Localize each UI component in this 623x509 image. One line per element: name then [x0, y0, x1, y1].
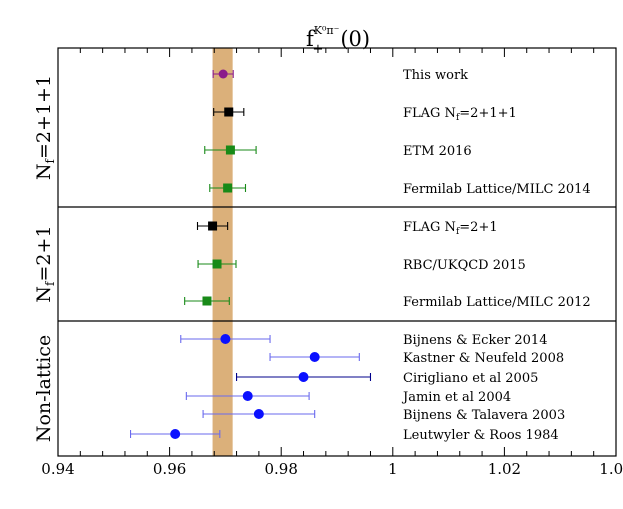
plot-frame	[57, 47, 617, 457]
entry-label-pre: FLAG N	[403, 106, 456, 121]
entry-label: Bijnens & Ecker 2014	[403, 333, 547, 348]
panel-label-2: Nf=2+1	[33, 225, 57, 302]
x-tick-label: 0.98	[264, 460, 297, 478]
chart-title: fK⁰π⁻ + (0)	[306, 24, 370, 57]
data-point-marker	[218, 69, 228, 79]
entry-label: This work	[403, 68, 468, 83]
entry-label: Kastner & Neufeld 2008	[403, 351, 564, 366]
data-point-marker	[212, 259, 222, 269]
entry-label: ETM 2016	[403, 144, 472, 159]
data-point-marker	[208, 221, 218, 231]
data-point-marker	[309, 352, 320, 362]
x-tick-label: 0.96	[153, 460, 186, 478]
data-point-marker	[220, 334, 231, 344]
x-tick-label: 1.04	[599, 460, 623, 478]
title-subscript: +	[312, 42, 323, 57]
entry-label: RBC/UKQCD 2015	[403, 258, 526, 273]
entry-label-subscript: f	[456, 227, 460, 237]
data-point-marker	[253, 409, 264, 419]
entry-label: Leutwyler & Roos 1984	[403, 428, 559, 443]
data-point-marker	[224, 107, 234, 117]
entry-label-subscript: f	[456, 113, 460, 123]
data-point-marker	[223, 183, 233, 193]
entry-label: FLAG Nf=2+1	[403, 220, 498, 237]
entry-label: Bijnens & Talavera 2003	[403, 408, 565, 423]
x-tick-label: 0.94	[41, 460, 74, 478]
panel-label-base: N	[33, 286, 55, 303]
data-point-marker	[225, 145, 235, 155]
entry-label-pre: FLAG N	[403, 220, 456, 235]
entry-label: Jamin et al 2004	[401, 390, 511, 405]
panel-label-rest: =2+1	[33, 225, 55, 281]
panel-label-base: N	[33, 163, 55, 180]
panel-label-3: Non-lattice	[33, 335, 55, 442]
entry-label: FLAG Nf=2+1+1	[403, 106, 517, 123]
panel-label-1: Nf=2+1+1	[33, 75, 57, 180]
x-tick-label: 1	[388, 460, 398, 478]
title-base: f	[306, 27, 316, 51]
entry-label: Cirigliano et al 2005	[403, 371, 538, 386]
panel-label-subscript: f	[43, 157, 57, 163]
data-point-marker	[202, 296, 212, 306]
data-point-marker	[298, 372, 309, 382]
title-superscript: K⁰π⁻	[314, 24, 340, 37]
x-tick-label: 1.02	[488, 460, 521, 478]
entry-label: Fermilab Lattice/MILC 2012	[403, 295, 591, 310]
entry-label: Fermilab Lattice/MILC 2014	[403, 182, 591, 197]
panel-label-subscript: f	[43, 280, 57, 286]
panel-label-rest: =2+1+1	[33, 75, 55, 159]
title-argument: (0)	[340, 27, 370, 51]
entry-label-post: =2+1	[459, 220, 497, 235]
data-point-marker	[170, 429, 181, 439]
entry-label-post: =2+1+1	[459, 106, 517, 121]
data-point-marker	[242, 391, 253, 401]
